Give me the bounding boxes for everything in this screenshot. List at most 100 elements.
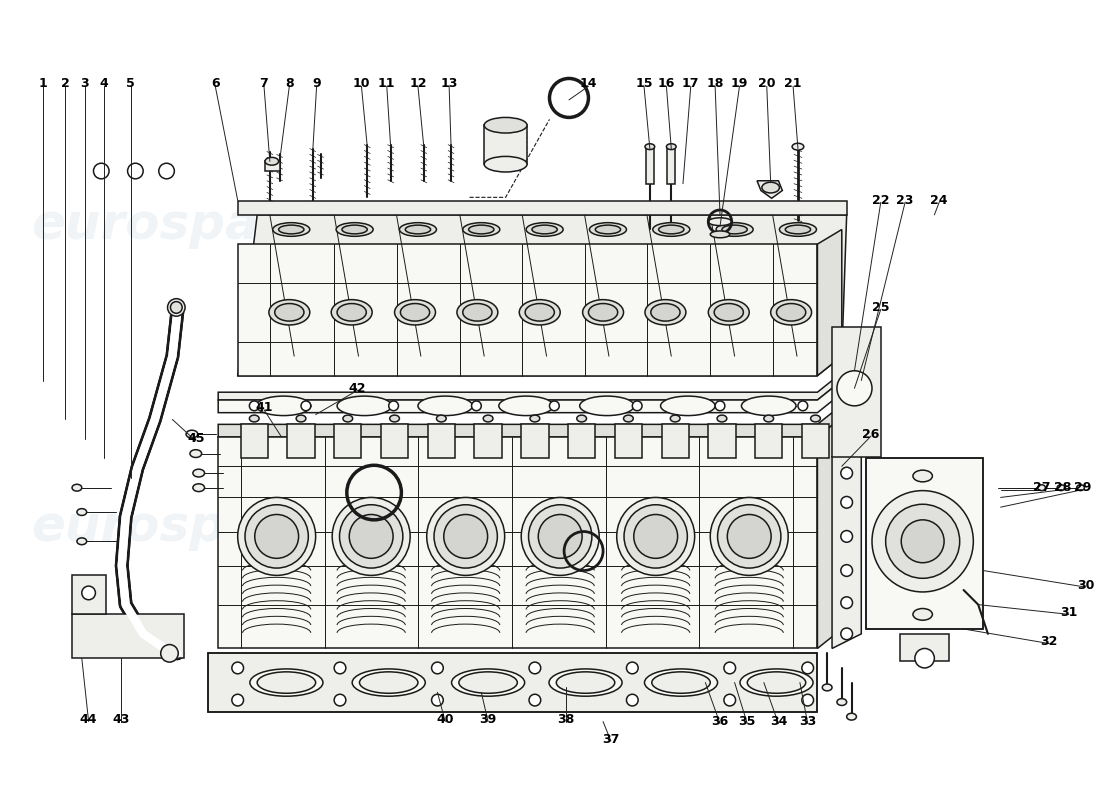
Circle shape [715,401,725,410]
Ellipse shape [77,509,87,515]
Ellipse shape [708,300,749,325]
Polygon shape [241,424,268,458]
Polygon shape [238,202,847,215]
Text: 26: 26 [862,428,880,441]
Ellipse shape [1037,485,1045,490]
Polygon shape [708,424,736,458]
Circle shape [550,401,559,410]
Ellipse shape [452,669,525,696]
Text: eurospares: eurospares [484,502,800,550]
Ellipse shape [595,225,620,234]
Ellipse shape [576,415,586,422]
Ellipse shape [456,300,498,325]
Text: 28: 28 [1054,481,1071,494]
Polygon shape [802,424,829,458]
Ellipse shape [278,225,304,234]
Ellipse shape [331,300,372,325]
Ellipse shape [443,514,487,558]
Circle shape [529,694,541,706]
Ellipse shape [484,157,527,172]
Circle shape [161,645,178,662]
Polygon shape [218,437,817,649]
Text: 6: 6 [211,77,220,90]
Text: 18: 18 [706,77,724,90]
Circle shape [837,370,872,406]
Text: 27: 27 [1033,481,1050,494]
Ellipse shape [418,396,473,415]
Ellipse shape [332,498,410,575]
Circle shape [232,694,243,706]
Ellipse shape [250,669,323,696]
Ellipse shape [340,505,403,568]
Ellipse shape [519,300,560,325]
Polygon shape [474,424,502,458]
Ellipse shape [469,225,494,234]
Polygon shape [238,244,817,376]
Ellipse shape [588,303,618,321]
Ellipse shape [530,415,540,422]
Circle shape [802,694,814,706]
Ellipse shape [389,415,399,422]
Ellipse shape [337,222,373,236]
Polygon shape [209,654,817,712]
Circle shape [802,662,814,674]
Ellipse shape [557,672,615,694]
Polygon shape [755,424,782,458]
Circle shape [301,401,311,410]
Polygon shape [238,215,847,376]
Text: 43: 43 [112,713,130,726]
Polygon shape [218,381,842,413]
Circle shape [886,504,959,578]
Ellipse shape [427,498,505,575]
Circle shape [250,401,260,410]
Circle shape [627,694,638,706]
Ellipse shape [337,303,366,321]
Ellipse shape [257,672,316,694]
Ellipse shape [463,222,499,236]
Ellipse shape [528,505,592,568]
Ellipse shape [645,669,717,696]
Ellipse shape [350,514,393,558]
Text: 42: 42 [349,382,366,395]
Polygon shape [817,230,842,376]
Ellipse shape [708,218,732,226]
Ellipse shape [747,672,805,694]
Ellipse shape [652,672,711,694]
Ellipse shape [190,450,201,458]
Polygon shape [568,424,595,458]
Ellipse shape [785,225,811,234]
Text: 5: 5 [126,77,135,90]
Text: 20: 20 [758,77,776,90]
Circle shape [901,520,944,562]
Polygon shape [218,373,842,400]
Ellipse shape [360,672,418,694]
Ellipse shape [186,430,198,438]
Circle shape [170,302,183,314]
Ellipse shape [434,505,497,568]
Polygon shape [661,424,689,458]
Polygon shape [334,424,362,458]
Ellipse shape [659,225,684,234]
Ellipse shape [250,415,260,422]
Circle shape [472,401,482,410]
Text: 7: 7 [260,77,268,90]
Ellipse shape [238,498,316,575]
Circle shape [840,530,852,542]
Polygon shape [866,458,983,629]
Circle shape [840,565,852,576]
Polygon shape [265,162,279,171]
Circle shape [840,628,852,640]
Ellipse shape [256,396,311,415]
Text: 12: 12 [409,77,427,90]
Text: 34: 34 [770,715,788,728]
Ellipse shape [273,222,310,236]
Ellipse shape [77,538,87,545]
Circle shape [431,662,443,674]
Ellipse shape [763,415,773,422]
Polygon shape [817,418,842,649]
Circle shape [334,662,345,674]
Text: 25: 25 [872,301,890,314]
Ellipse shape [526,222,563,236]
Ellipse shape [590,222,627,236]
Circle shape [840,467,852,479]
